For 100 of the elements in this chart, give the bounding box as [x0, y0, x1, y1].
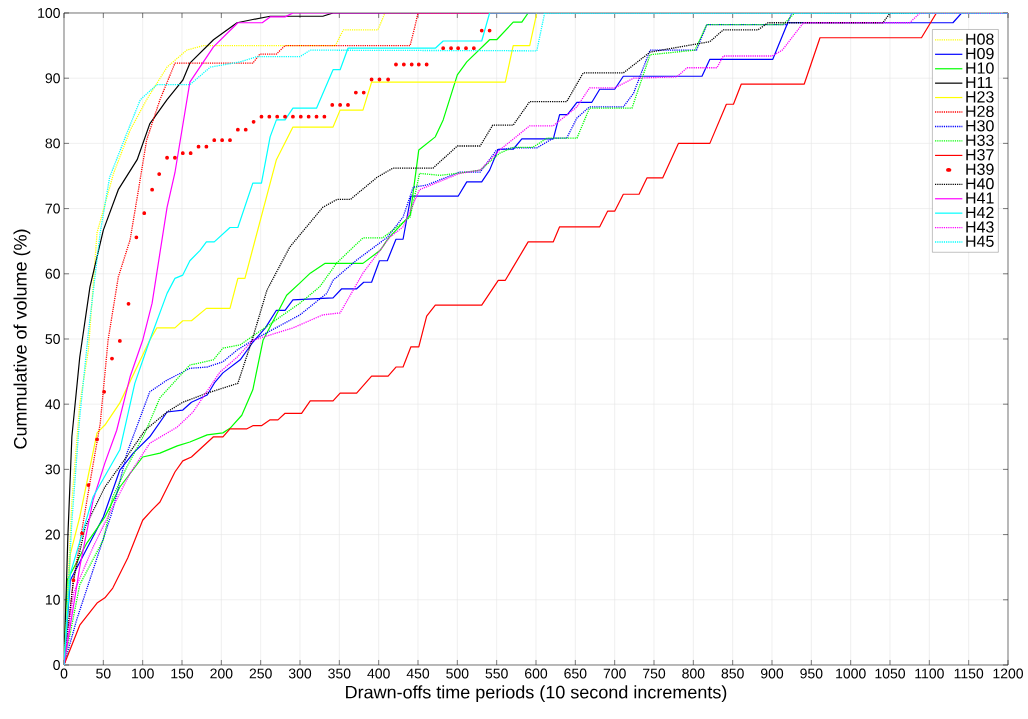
point [243, 127, 248, 132]
y-tick-label: 20 [45, 529, 60, 540]
point [267, 114, 272, 119]
x-tick-label: 1100 [915, 668, 944, 679]
point [314, 114, 319, 119]
legend-label: H37 [966, 149, 994, 161]
point [322, 114, 327, 119]
y-tick-label: 70 [45, 203, 60, 214]
point [471, 46, 476, 51]
point [251, 119, 256, 124]
point [212, 138, 217, 143]
point [464, 46, 468, 51]
legend-label: H42 [966, 206, 994, 218]
x-tick-label: 400 [367, 668, 390, 679]
point [102, 389, 107, 394]
legend-label: H09 [966, 47, 994, 60]
legend-label: H08 [966, 33, 994, 45]
point [188, 151, 193, 156]
point [479, 28, 484, 33]
point [369, 77, 374, 82]
point [456, 46, 461, 51]
x-tick-label: 300 [288, 668, 312, 679]
point [409, 62, 414, 67]
x-tick-label: 600 [525, 668, 548, 679]
point [487, 28, 492, 33]
legend-label: H28 [966, 105, 994, 118]
point [180, 151, 185, 156]
legend-label: H11 [966, 76, 993, 88]
point [394, 62, 398, 67]
y-tick-label: 90 [45, 73, 60, 84]
point [259, 114, 264, 119]
point [401, 62, 406, 67]
point [134, 235, 139, 240]
x-tick-label: 1000 [836, 668, 866, 679]
point [150, 187, 155, 192]
x-tick-label: 500 [446, 668, 469, 679]
point [110, 356, 114, 361]
point [377, 77, 382, 82]
point [424, 62, 429, 67]
point [275, 114, 280, 119]
point [338, 103, 343, 107]
point [196, 144, 201, 149]
point [117, 339, 122, 343]
point [173, 155, 177, 160]
y-tick-label: 30 [45, 464, 60, 475]
point [86, 483, 91, 487]
point [306, 114, 311, 119]
x-tick-label: 50 [96, 668, 111, 679]
point [235, 127, 240, 132]
x-tick-label: 1050 [875, 668, 906, 679]
point [95, 437, 99, 442]
point [298, 114, 303, 119]
legend-label: H39 [966, 163, 994, 175]
point [330, 103, 335, 107]
legend-label: H41 [966, 192, 994, 204]
x-tick-label: 150 [171, 668, 194, 679]
point [346, 103, 350, 107]
point [220, 138, 225, 143]
x-tick-label: 950 [800, 668, 823, 679]
point [449, 46, 453, 51]
x-tick-label: 1200 [993, 668, 1024, 679]
y-tick-label: 50 [45, 334, 60, 344]
x-tick-label: 800 [682, 668, 705, 679]
point [353, 90, 358, 95]
point [126, 301, 131, 306]
x-tick-label: 0 [60, 668, 68, 679]
x-tick-label: 200 [210, 668, 233, 679]
x-tick-label: 450 [406, 668, 430, 679]
y-tick-label: 40 [45, 399, 60, 410]
y-tick-label: 80 [45, 138, 60, 149]
x-tick-label: 550 [485, 668, 508, 679]
point [142, 211, 147, 216]
x-tick-label: 750 [643, 668, 666, 679]
x-tick-label: 350 [328, 668, 351, 679]
point [228, 138, 232, 143]
point [416, 62, 421, 67]
y-tick-label: 60 [45, 268, 60, 279]
x-tick-label: 650 [564, 668, 587, 679]
x-axis-title: Drawn-offs time periods (10 second increments) [346, 685, 727, 703]
point [80, 531, 84, 536]
point [204, 144, 209, 149]
legend-label: H43 [966, 221, 994, 233]
point [361, 90, 366, 95]
y-axis-title: Cummulative of volume (%) [13, 229, 31, 449]
legend-label: H23 [966, 91, 994, 103]
legend-label: H45 [966, 235, 994, 247]
point [71, 578, 76, 583]
point [441, 46, 446, 51]
legend-label: H40 [966, 178, 994, 190]
x-tick-label: 700 [603, 668, 626, 679]
point [157, 172, 162, 176]
legend-label: H30 [966, 120, 994, 132]
point [283, 114, 287, 119]
point [386, 77, 391, 82]
x-tick-label: 850 [721, 668, 744, 679]
legend-label: H10 [966, 62, 994, 74]
legend-label: H33 [966, 134, 994, 146]
x-tick-label: 250 [249, 668, 272, 679]
x-tick-label: 100 [132, 668, 154, 679]
y-tick-label: 100 [38, 8, 60, 18]
